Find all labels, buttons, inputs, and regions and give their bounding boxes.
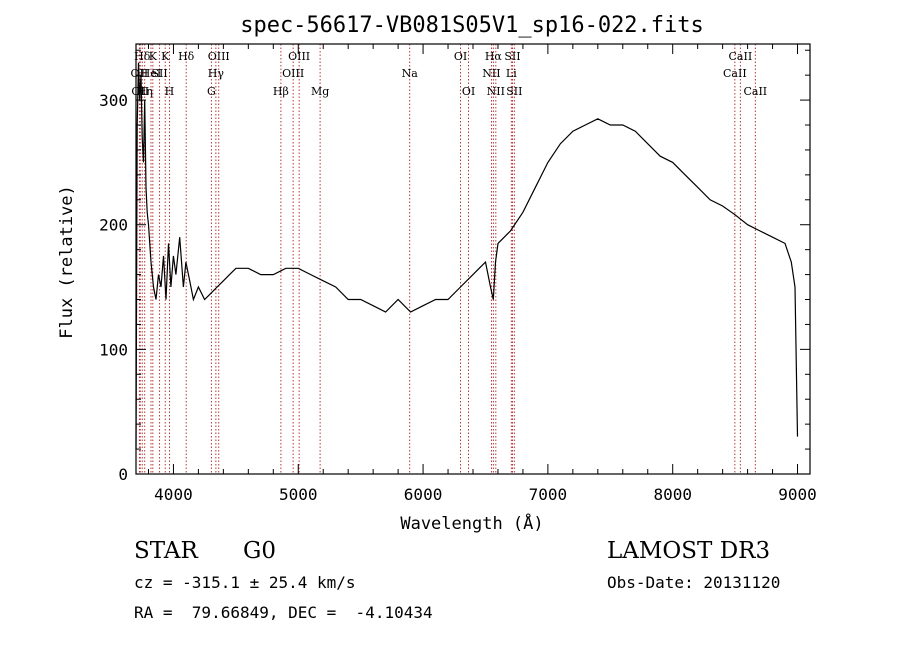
marker-label-22: NII	[487, 85, 505, 98]
marker-label-23: Li	[506, 67, 517, 80]
marker-label-28: CaII	[743, 85, 767, 98]
object-type: STAR	[134, 538, 198, 564]
marker-label-17: Na	[402, 67, 419, 80]
marker-label-26: CaII	[723, 67, 747, 80]
x-axis: 4000 5000 6000 7000 8000 9000	[147, 44, 817, 504]
spectral-line-markers	[138, 44, 756, 474]
marker-label-6: SII	[151, 67, 167, 80]
marker-label-18: OI	[454, 50, 467, 63]
marker-label-9: Hδ	[178, 50, 195, 63]
marker-label-7: K	[161, 50, 170, 63]
marker-label-20: NII	[482, 67, 500, 80]
x-tick-label-5: 9000	[778, 485, 817, 504]
velocity-readout: cz = -315.1 ± 25.4 km/s	[134, 573, 356, 592]
marker-label-5: HeI	[141, 67, 161, 80]
marker-label-14: OIII	[282, 67, 304, 80]
y-tick-label-1: 100	[99, 340, 128, 359]
chart-title: spec-56617-VB081S05V1_sp16-022.fits	[240, 13, 704, 38]
subclass: G0	[243, 538, 277, 564]
marker-label-21: Hα	[485, 50, 503, 63]
x-axis-label: Wavelength (Å)	[400, 512, 543, 534]
x-tick-label-3: 7000	[529, 485, 568, 504]
marker-label-24: SII	[504, 50, 520, 63]
x-tick-label-4: 8000	[653, 485, 692, 504]
marker-label-10: G	[207, 85, 216, 98]
marker-label-8: H	[165, 85, 175, 98]
plot-frame	[135, 43, 811, 475]
marker-label-25: SII	[506, 85, 522, 98]
y-tick-label-0: 0	[118, 465, 128, 484]
x-tick-label-1: 5000	[279, 485, 318, 504]
marker-label-4: K	[149, 50, 158, 63]
y-tick-label-2: 200	[99, 216, 128, 235]
marker-label-2: Hδ	[134, 50, 151, 63]
spectral-line-labels: OIIOIIHδHηKHeISIIKHHδGHγOIIIHβOIIIOIIIMg…	[131, 50, 768, 98]
spectrum-line	[135, 62, 799, 450]
marker-label-27: CaII	[729, 50, 753, 63]
marker-label-15: OIII	[288, 50, 310, 63]
obs-date: Obs-Date: 20131120	[607, 573, 781, 592]
coordinates-readout: RA = 79.66849, DEC = -4.10434	[134, 603, 433, 622]
marker-label-16: Mg	[311, 85, 329, 98]
x-tick-label-0: 4000	[154, 485, 193, 504]
y-axis: 0 100 200 300	[99, 49, 810, 484]
x-tick-label-2: 6000	[404, 485, 443, 504]
y-axis-label: Flux (relative)	[57, 185, 77, 339]
marker-label-13: Hβ	[273, 85, 289, 98]
marker-label-12: OIII	[208, 50, 230, 63]
survey-name: LAMOST DR3	[607, 538, 771, 564]
y-tick-label-3: 300	[99, 91, 128, 110]
marker-label-11: Hγ	[208, 67, 225, 80]
marker-label-19: OI	[462, 85, 475, 98]
